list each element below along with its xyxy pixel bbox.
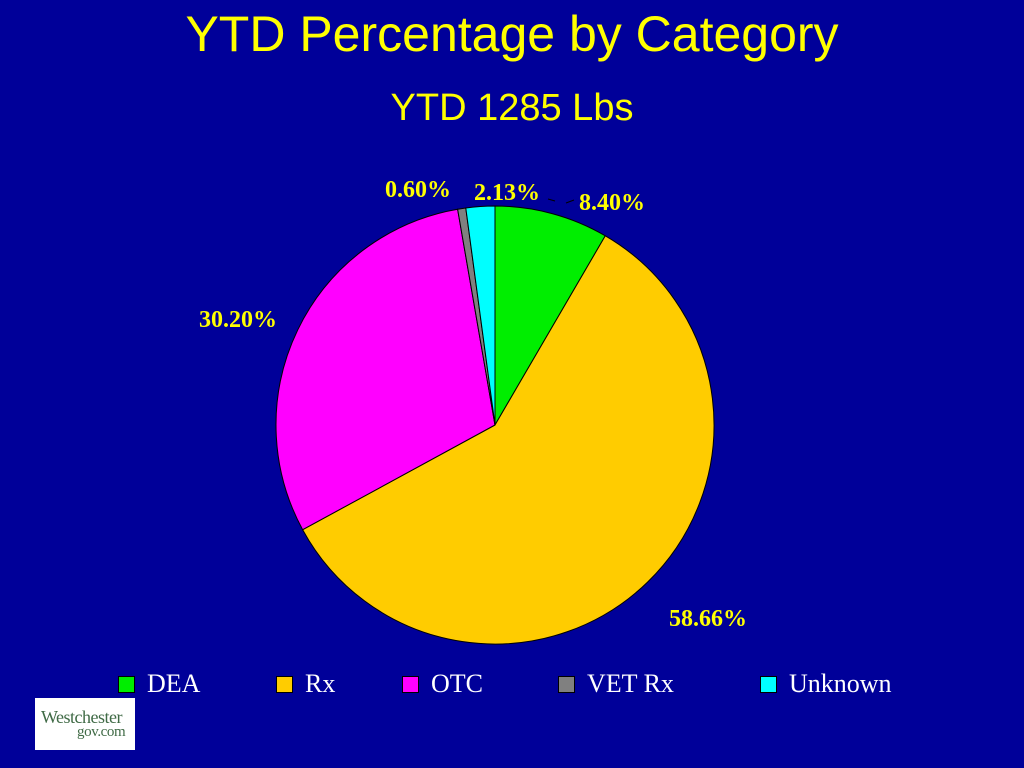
data-label-dea: 8.40% — [579, 190, 645, 216]
westchester-logo: Westchester gov.com — [35, 698, 135, 750]
legend-label-otc: OTC — [431, 669, 483, 698]
data-label-rx: 58.66% — [669, 606, 747, 632]
data-label-unknown: 2.13% — [474, 180, 540, 206]
pie-slice-otc — [275, 208, 496, 531]
legend-swatch-unknown — [760, 675, 777, 693]
pie-slice-unknown — [465, 205, 496, 426]
leader-line-unknown — [547, 198, 556, 202]
data-label-otc: 30.20% — [199, 307, 277, 333]
legend-item-dea: DEA — [118, 664, 200, 704]
pie-slice-dea — [494, 205, 606, 427]
pie-chart: 8.40% 58.66% 30.20% 0.60% 2.13% — [199, 177, 747, 645]
logo-text-line2: gov.com — [77, 724, 126, 740]
legend-label-vet-rx: VET Rx — [587, 669, 674, 698]
legend-item-unknown: Unknown — [760, 664, 892, 704]
legend-swatch-dea — [118, 675, 135, 693]
chart-subtitle: YTD 1285 Lbs — [390, 87, 634, 129]
logo-text-line1: Westchester — [41, 707, 123, 727]
legend-label-dea: DEA — [147, 669, 201, 698]
legend-item-otc: OTC — [402, 664, 483, 704]
pie-slice-rx — [301, 235, 715, 645]
leader-line-dea — [565, 199, 575, 204]
chart-legend: DEA Rx OTC VET Rx Unknown — [0, 664, 1024, 704]
legend-swatch-otc — [402, 675, 419, 693]
legend-label-unknown: Unknown — [789, 669, 892, 698]
legend-item-vet-rx: VET Rx — [558, 664, 674, 704]
chart-title: YTD Percentage by Category — [185, 6, 839, 62]
legend-swatch-rx — [276, 675, 293, 693]
data-label-vet-rx: 0.60% — [385, 177, 451, 203]
legend-swatch-vet-rx — [558, 675, 575, 693]
legend-label-rx: Rx — [305, 669, 336, 698]
legend-item-rx: Rx — [276, 664, 335, 704]
